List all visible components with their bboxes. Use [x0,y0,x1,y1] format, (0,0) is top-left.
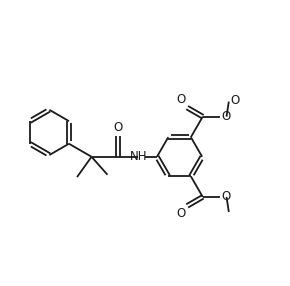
Text: NH: NH [130,150,148,163]
Text: O: O [113,121,122,134]
Text: O: O [176,207,185,220]
Text: O: O [221,190,231,203]
Text: O: O [230,94,239,108]
Text: O: O [221,110,231,123]
Text: O: O [176,93,185,106]
